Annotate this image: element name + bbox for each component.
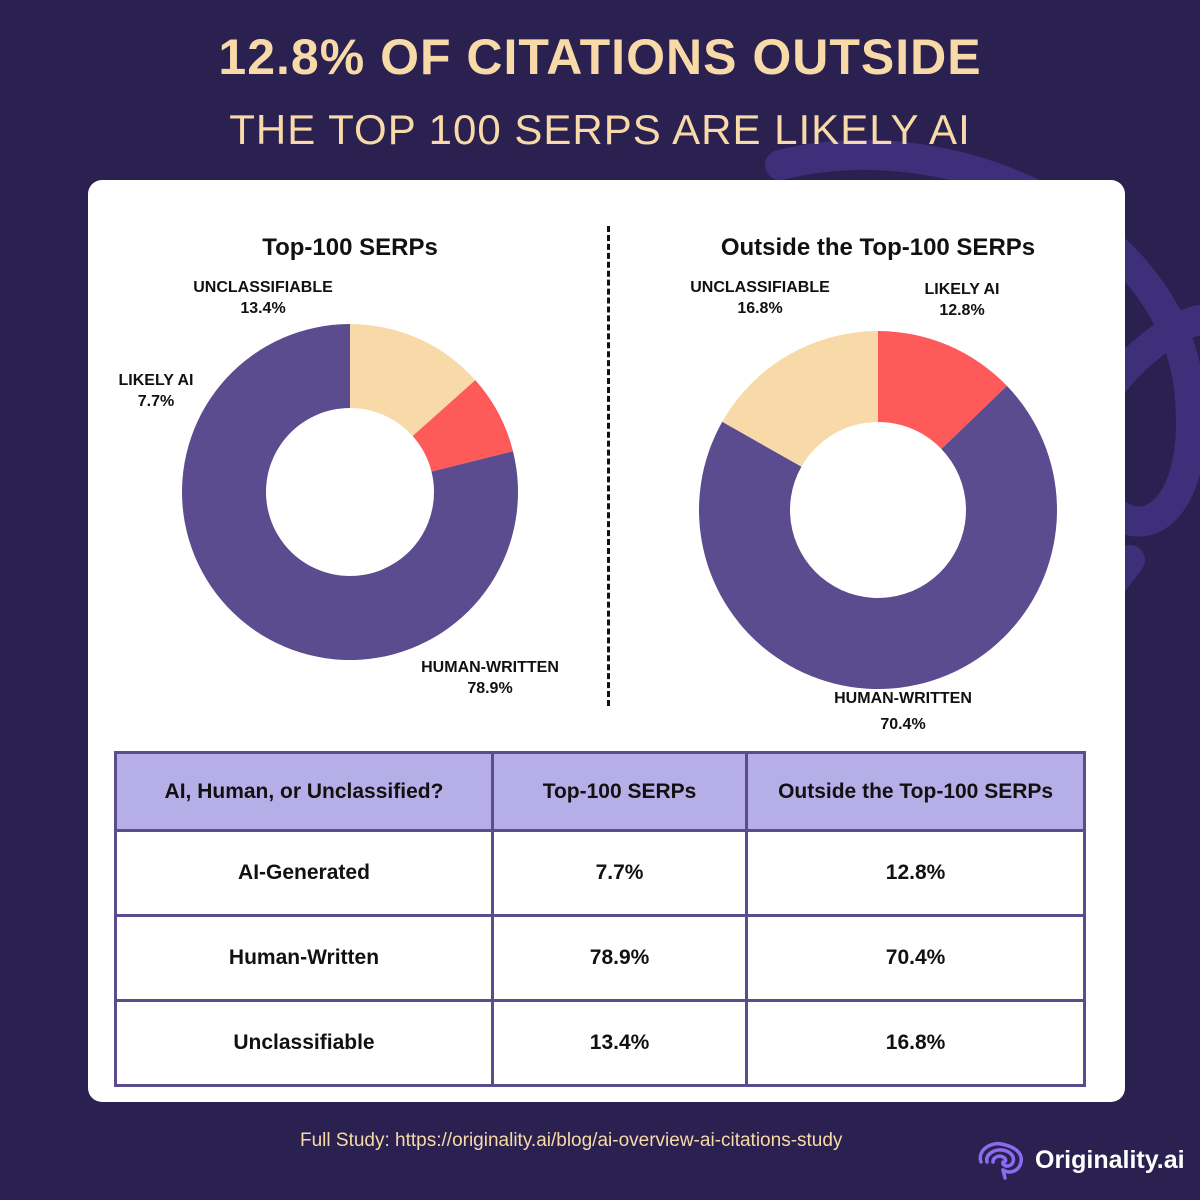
- label-name: HUMAN-WRITTEN: [834, 690, 972, 707]
- slice-ai: [412, 380, 513, 472]
- label-value: 78.9%: [467, 680, 513, 697]
- header-category: AI, Human, or Unclassified?: [114, 751, 494, 832]
- slice-human: [699, 385, 1057, 689]
- chart-title-top100: Top-100 SERPs: [262, 234, 438, 261]
- footer-study-link[interactable]: Full Study: https://originality.ai/blog/…: [300, 1130, 843, 1151]
- cell-outside: 12.8%: [745, 829, 1086, 917]
- label-human-outside: HUMAN-WRITTEN 70.4%: [818, 686, 988, 738]
- slice-unclassifiable: [350, 324, 476, 437]
- slice-human: [182, 324, 518, 660]
- content-card: Top-100 SERPs UNCLASSIFIABLE 13.4% LIKEL…: [88, 180, 1125, 1102]
- table-row: Human-Written 78.9% 70.4%: [114, 914, 1086, 1002]
- donut-chart-outside: [699, 331, 1057, 689]
- label-name: LIKELY AI: [924, 281, 1000, 298]
- cell-top100: 78.9%: [490, 914, 749, 1002]
- table-header-row: AI, Human, or Unclassified? Top-100 SERP…: [114, 751, 1086, 832]
- label-value: 12.8%: [939, 302, 985, 319]
- label-name: UNCLASSIFIABLE: [193, 279, 333, 296]
- chart-divider: [607, 226, 610, 706]
- label-name: HUMAN-WRITTEN: [421, 659, 559, 676]
- table-row: Unclassifiable 13.4% 16.8%: [114, 999, 1086, 1087]
- label-human-top100: HUMAN-WRITTEN 78.9%: [410, 657, 570, 699]
- label-ai-top100: LIKELY AI 7.7%: [106, 370, 206, 412]
- chart-title-outside: Outside the Top-100 SERPs: [720, 234, 1036, 261]
- cell-outside: 16.8%: [745, 999, 1086, 1087]
- row-label: Human-Written: [114, 914, 494, 1002]
- row-label: Unclassifiable: [114, 999, 494, 1087]
- header-top100: Top-100 SERPs: [490, 751, 749, 832]
- headline: 12.8% OF CITATIONS OUTSIDE: [218, 29, 982, 85]
- label-unclassifiable-outside: UNCLASSIFIABLE 16.8%: [680, 277, 840, 319]
- label-value: 7.7%: [137, 393, 175, 410]
- cell-outside: 70.4%: [745, 914, 1086, 1002]
- originality-logo: Originality.ai: [975, 1140, 1185, 1180]
- logo-text: Originality.ai: [1035, 1145, 1185, 1174]
- donut-chart-top100: [182, 324, 518, 660]
- label-value: 13.4%: [240, 300, 286, 317]
- label-name: LIKELY AI: [118, 372, 194, 389]
- slice-ai: [878, 331, 1007, 449]
- brain-icon: [978, 1141, 1023, 1180]
- comparison-table: AI, Human, or Unclassified? Top-100 SERP…: [114, 751, 1086, 1087]
- cell-top100: 7.7%: [490, 829, 749, 917]
- subheadline: THE TOP 100 SERPS ARE LIKELY AI: [229, 106, 971, 153]
- label-value: 16.8%: [737, 300, 783, 317]
- label-name: UNCLASSIFIABLE: [690, 279, 830, 296]
- label-ai-outside: LIKELY AI 12.8%: [902, 279, 1022, 321]
- cell-top100: 13.4%: [490, 999, 749, 1087]
- row-label: AI-Generated: [114, 829, 494, 917]
- label-value: 70.4%: [880, 716, 926, 733]
- slice-unclassifiable: [722, 331, 878, 467]
- header-outside: Outside the Top-100 SERPs: [745, 751, 1086, 832]
- label-unclassifiable-top100: UNCLASSIFIABLE 13.4%: [183, 277, 343, 319]
- table-row: AI-Generated 7.7% 12.8%: [114, 829, 1086, 917]
